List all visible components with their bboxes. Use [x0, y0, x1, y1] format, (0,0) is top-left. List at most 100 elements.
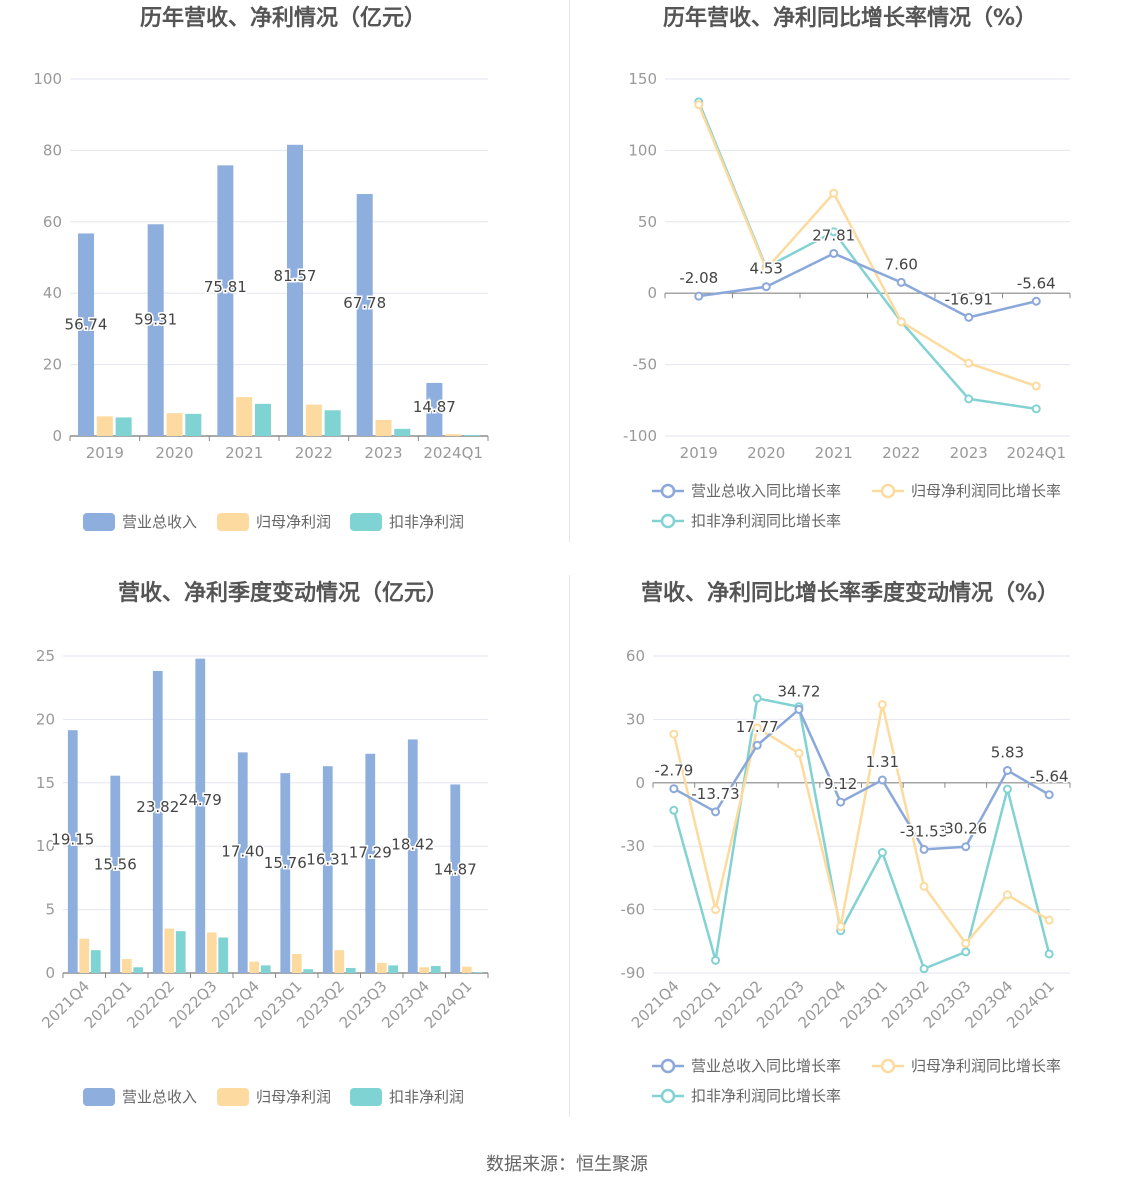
- bar-data-label: 17.40: [221, 843, 264, 861]
- legend-marker: [880, 483, 896, 499]
- line-point: [829, 227, 839, 237]
- legend-marker: [880, 1058, 896, 1074]
- x-tick-label: 2021: [815, 444, 853, 462]
- chart-title: 营收、净利同比增长率季度变动情况（%）: [641, 580, 1059, 606]
- bar-revenue: [280, 773, 291, 973]
- data-source-note: 数据来源：恒生聚源: [486, 1154, 648, 1175]
- chart-title: 历年营收、净利同比增长率情况（%）: [663, 5, 1037, 31]
- line-point: [1002, 784, 1012, 794]
- bar-data-label: 56.74: [65, 316, 108, 334]
- y-tick-label: 150: [628, 70, 657, 88]
- y-tick-label: 0: [635, 774, 645, 792]
- line-data-label: 17.77: [736, 718, 779, 736]
- line-point: [752, 693, 762, 703]
- legend-label: 营业总收入: [122, 513, 197, 531]
- bar-revenue: [195, 658, 206, 973]
- legend-label: 归母净利润: [256, 1088, 331, 1106]
- bar-parent-profit: [305, 404, 322, 436]
- line-point: [761, 282, 771, 292]
- bar-parent-profit: [375, 419, 392, 436]
- chart-title: 营收、净利季度变动情况（亿元）: [118, 580, 448, 606]
- x-tick-label: 2019: [86, 444, 124, 462]
- chart-svg: 历年营收、净利情况（亿元） 0 20 40 60 80 100 2019 2020 2021 202…: [33, 5, 489, 531]
- legend-item: 扣非净利润: [350, 1088, 464, 1106]
- chart-title: 历年营收、净利情况（亿元）: [140, 5, 426, 31]
- chart-svg: 历年营收、净利同比增长率情况（%） -100 -50 0 50 100 150 2019 202…: [623, 5, 1071, 530]
- bar-deducted-profit: [303, 969, 314, 973]
- legend-item: 归母净利润同比增长率: [872, 1057, 1061, 1075]
- quarterly-revenue-profit-chart: 营收、净利季度变动情况（亿元） 0 5 10 15 20 25 2021Q4 2022Q1 202…: [0, 575, 567, 1135]
- y-tick-label: 80: [43, 141, 62, 159]
- y-tick-label: 30: [626, 710, 645, 728]
- line-point: [919, 881, 929, 891]
- line-point: [964, 394, 974, 404]
- bar-parent-profit: [461, 966, 472, 973]
- legend-item: 归母净利润: [217, 513, 331, 531]
- bar-revenue: [287, 144, 304, 436]
- line-point: [877, 700, 887, 710]
- line-point: [964, 358, 974, 368]
- bar-data-label: 14.87: [434, 860, 477, 878]
- quarterly-growth-rate-chart: 营收、净利同比增长率季度变动情况（%） -90 -60 -30 0 30 60 2021Q4 2…: [567, 575, 1134, 1135]
- line-point: [752, 740, 762, 750]
- line-point: [1002, 890, 1012, 900]
- x-tick-label: 2022: [295, 444, 333, 462]
- y-tick-label: -50: [633, 356, 658, 374]
- line-revenue-growth: [673, 708, 1050, 851]
- line-data-label: -16.91: [945, 290, 993, 308]
- bar-data-label: 14.87: [413, 398, 456, 416]
- legend-item: 扣非净利润同比增长率: [652, 512, 841, 530]
- bar-deducted-profit: [388, 965, 399, 973]
- line-data-label: 1.31: [866, 753, 899, 771]
- line-point: [964, 312, 974, 322]
- line-point: [877, 848, 887, 858]
- legend-item: 营业总收入同比增长率: [652, 1057, 841, 1075]
- line-point: [877, 775, 887, 785]
- x-tick-label: 2024Q1: [1006, 444, 1066, 462]
- bar-deducted-profit: [218, 937, 229, 973]
- y-tick-label: 10: [36, 837, 55, 855]
- line-data-label: -5.64: [1017, 274, 1056, 292]
- line-point: [752, 723, 762, 733]
- line-point: [711, 955, 721, 965]
- bar-deducted-profit: [463, 434, 480, 436]
- bar-deducted-profit: [260, 965, 271, 973]
- line-point: [711, 807, 721, 817]
- y-tick-label: -60: [621, 901, 646, 919]
- y-tick-label: 60: [626, 647, 645, 665]
- bar-revenue: [407, 739, 418, 973]
- bar-deducted-profit: [473, 972, 484, 973]
- x-tick-label: 2022: [882, 444, 920, 462]
- y-tick-label: 20: [43, 356, 62, 374]
- line-point: [1002, 765, 1012, 775]
- x-tick-label: 2023: [950, 444, 988, 462]
- line-parent-profit-growth: [672, 703, 1050, 945]
- legend-marker: [660, 513, 676, 529]
- bar-parent-profit: [121, 959, 132, 973]
- line-data-label: 34.72: [777, 682, 820, 700]
- legend-label: 归母净利润: [256, 513, 331, 531]
- bar-revenue: [356, 194, 373, 436]
- line-data-label: 7.60: [885, 255, 918, 273]
- bar-parent-profit: [249, 961, 260, 973]
- y-tick-label: 40: [43, 284, 62, 302]
- line-point: [1044, 790, 1054, 800]
- bar-deducted-profit: [254, 403, 271, 436]
- bar-deducted-profit: [345, 967, 356, 973]
- y-tick-label: -90: [621, 964, 646, 982]
- legend-item: 归母净利润: [217, 1088, 331, 1106]
- y-tick-label: 0: [52, 427, 62, 445]
- bar-revenue: [450, 784, 461, 973]
- y-tick-label: 5: [45, 901, 55, 919]
- line-point: [1031, 381, 1041, 391]
- y-tick-label: 100: [33, 70, 62, 88]
- bar-revenue: [67, 730, 78, 973]
- x-tick-label: 2023: [364, 444, 402, 462]
- bar-data-label: 81.57: [274, 267, 317, 285]
- line-point: [711, 905, 721, 915]
- line-data-label: -31.53: [900, 822, 948, 840]
- bar-data-label: 59.31: [134, 311, 177, 329]
- legend-label: 营业总收入: [122, 1088, 197, 1106]
- line-point: [919, 964, 929, 974]
- bar-data-label: 15.56: [94, 855, 137, 873]
